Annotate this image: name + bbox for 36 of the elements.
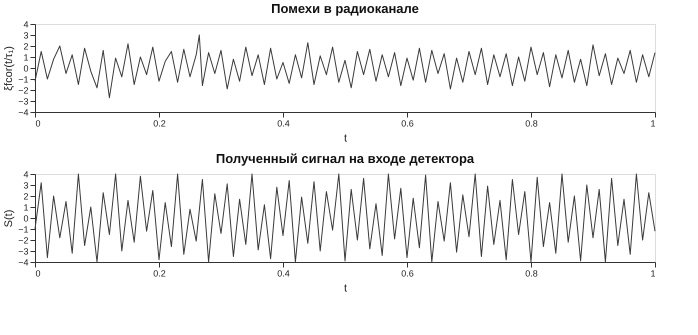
chart-title: Помехи в радиоканале: [271, 1, 419, 16]
x-tick-label: 1: [650, 118, 656, 128]
y-axis-title: S(t): [3, 210, 16, 228]
y-tick-label: 1: [23, 52, 28, 62]
y-tick-label: 4: [23, 170, 28, 180]
y-tick-label: −4: [18, 108, 28, 118]
y-tick-label: −2: [18, 86, 28, 96]
x-tick-label: 0.2: [153, 118, 166, 128]
x-tick-label: 0.6: [401, 118, 414, 128]
y-tick-label: 0: [23, 64, 28, 74]
chart-title: Полученный сигнал на входе детектора: [216, 151, 475, 166]
y-tick-label: −3: [18, 246, 28, 256]
x-axis-title: t: [344, 132, 348, 144]
y-tick-label: −1: [18, 74, 28, 84]
y-tick-label: 1: [23, 202, 28, 212]
x-tick-label: 0.8: [525, 268, 538, 278]
x-tick-label: 0.2: [153, 268, 166, 278]
y-tick-label: −1: [18, 224, 28, 234]
x-tick-label: 0.6: [401, 268, 414, 278]
y-tick-label: −3: [18, 96, 28, 106]
x-tick-label: 0.4: [277, 268, 290, 278]
x-tick-label: 0.8: [525, 118, 538, 128]
y-tick-label: 3: [23, 180, 28, 190]
y-tick-label: 4: [23, 20, 28, 30]
x-tick-label: 0: [36, 268, 41, 278]
y-tick-label: 0: [23, 214, 28, 224]
y-tick-label: 2: [23, 42, 28, 52]
x-tick-label: 0.4: [277, 118, 290, 128]
y-tick-label: 2: [23, 192, 28, 202]
y-tick-label: −4: [18, 258, 28, 268]
y-tick-label: −2: [18, 236, 28, 246]
x-tick-label: 0: [36, 118, 41, 128]
y-tick-label: 3: [23, 30, 28, 40]
x-tick-label: 1: [650, 268, 656, 278]
x-axis-title: t: [344, 282, 348, 294]
y-axis-title: ξfcor(t/τ₁): [3, 46, 16, 91]
